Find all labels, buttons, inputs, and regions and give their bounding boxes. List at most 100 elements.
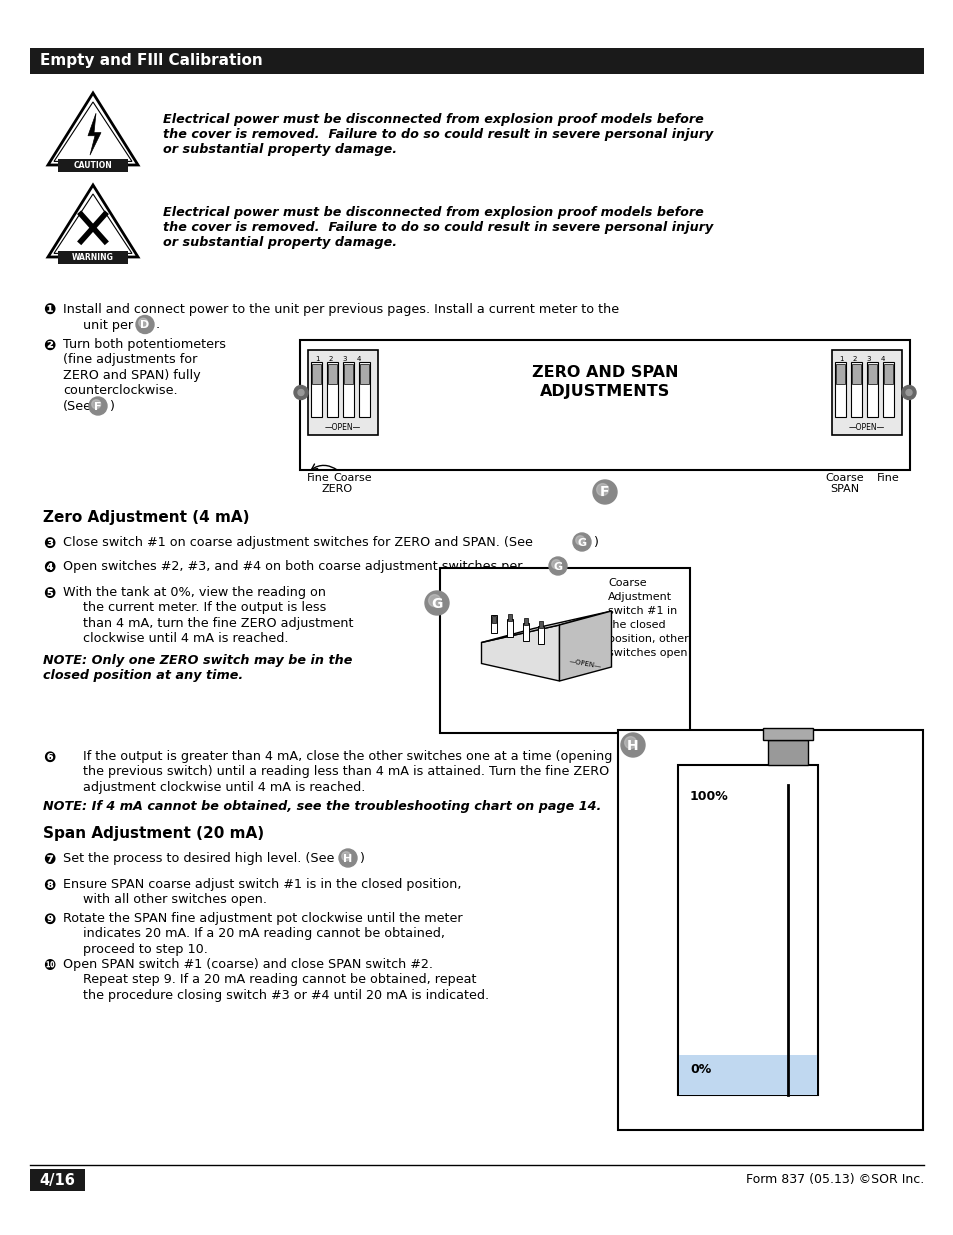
Text: Span Adjustment (20 mA): Span Adjustment (20 mA) [43, 826, 264, 841]
Text: the current meter. If the output is less: the current meter. If the output is less [83, 601, 326, 615]
Text: Close switch #1 on coarse adjustment switches for ZERO and SPAN. (See: Close switch #1 on coarse adjustment swi… [63, 536, 533, 550]
Circle shape [297, 389, 304, 395]
Text: 0%: 0% [689, 1063, 711, 1076]
Text: D: D [140, 320, 150, 330]
Text: Electrical power must be disconnected from explosion proof models before: Electrical power must be disconnected fr… [163, 112, 703, 126]
Text: 4: 4 [880, 356, 884, 362]
FancyBboxPatch shape [312, 364, 320, 384]
FancyBboxPatch shape [327, 362, 337, 417]
Text: Repeat step 9. If a 20 mA reading cannot be obtained, repeat: Repeat step 9. If a 20 mA reading cannot… [83, 973, 476, 987]
FancyBboxPatch shape [883, 364, 892, 384]
Text: than 4 mA, turn the fine ZERO adjustment: than 4 mA, turn the fine ZERO adjustment [83, 618, 354, 630]
Circle shape [89, 396, 107, 415]
Text: Coarse: Coarse [825, 473, 863, 483]
Text: 100%: 100% [689, 790, 728, 803]
Circle shape [575, 536, 584, 545]
Text: ): ) [109, 400, 113, 412]
Polygon shape [537, 626, 544, 645]
FancyBboxPatch shape [30, 48, 923, 74]
Circle shape [138, 319, 148, 327]
Text: Ensure SPAN coarse adjust switch #1 is in the closed position,: Ensure SPAN coarse adjust switch #1 is i… [63, 878, 461, 890]
Text: Fine: Fine [876, 473, 899, 483]
Text: ❹: ❹ [43, 559, 55, 576]
Text: ❶: ❶ [43, 303, 55, 317]
Text: ): ) [593, 536, 598, 550]
FancyBboxPatch shape [831, 350, 901, 435]
FancyBboxPatch shape [767, 740, 807, 764]
Circle shape [624, 736, 636, 748]
Text: or substantial property damage.: or substantial property damage. [163, 236, 396, 249]
Text: (fine adjustments for: (fine adjustments for [63, 353, 197, 367]
Text: clockwise until 4 mA is reached.: clockwise until 4 mA is reached. [83, 632, 288, 646]
Text: —OPEN—: —OPEN— [325, 422, 361, 431]
Polygon shape [508, 614, 512, 621]
Text: Coarse: Coarse [334, 473, 372, 483]
Text: proceed to step 10.: proceed to step 10. [83, 944, 208, 956]
Circle shape [341, 852, 351, 861]
Text: 2: 2 [329, 356, 333, 362]
Text: unit per: unit per [83, 319, 133, 331]
Text: NOTE: If 4 mA cannot be obtained, see the troubleshooting chart on page 14.: NOTE: If 4 mA cannot be obtained, see th… [43, 800, 600, 813]
Text: ❻: ❻ [43, 750, 55, 764]
Circle shape [593, 480, 617, 504]
Text: Form 837 (05.13) ©SOR Inc.: Form 837 (05.13) ©SOR Inc. [745, 1173, 923, 1187]
Circle shape [596, 484, 608, 495]
FancyBboxPatch shape [882, 362, 893, 417]
Text: the procedure closing switch #3 or #4 until 20 mA is indicated.: the procedure closing switch #3 or #4 un… [83, 989, 489, 1002]
Polygon shape [491, 615, 497, 634]
Text: 2: 2 [852, 356, 857, 362]
Circle shape [136, 315, 153, 333]
FancyBboxPatch shape [867, 364, 876, 384]
FancyBboxPatch shape [344, 364, 353, 384]
FancyBboxPatch shape [866, 362, 877, 417]
Polygon shape [523, 618, 527, 625]
Text: 3: 3 [342, 356, 347, 362]
Polygon shape [492, 615, 496, 622]
Text: F: F [599, 485, 609, 499]
Circle shape [901, 385, 915, 399]
FancyBboxPatch shape [678, 764, 817, 1095]
Text: adjustment clockwise until 4 mA is reached.: adjustment clockwise until 4 mA is reach… [83, 781, 365, 794]
Text: indicates 20 mA. If a 20 mA reading cannot be obtained,: indicates 20 mA. If a 20 mA reading cann… [83, 927, 444, 941]
FancyBboxPatch shape [308, 350, 377, 435]
Polygon shape [48, 185, 138, 257]
Polygon shape [88, 114, 101, 156]
Text: .: . [568, 559, 573, 573]
Polygon shape [538, 621, 542, 629]
FancyBboxPatch shape [851, 364, 861, 384]
Text: Set the process to desired high level. (See: Set the process to desired high level. (… [63, 852, 334, 864]
Text: Install and connect power to the unit per previous pages. Install a current mete: Install and connect power to the unit pe… [63, 303, 618, 316]
Text: the previous switch) until a reading less than 4 mA is attained. Turn the fine Z: the previous switch) until a reading les… [83, 766, 609, 778]
FancyBboxPatch shape [58, 251, 128, 263]
Text: With the tank at 0%, view the reading on: With the tank at 0%, view the reading on [63, 585, 326, 599]
Text: F: F [94, 401, 102, 411]
Text: ZERO and SPAN) fully: ZERO and SPAN) fully [63, 369, 200, 382]
Circle shape [428, 594, 440, 606]
Circle shape [424, 592, 449, 615]
Text: CAUTION: CAUTION [73, 161, 112, 169]
FancyBboxPatch shape [343, 362, 354, 417]
Text: —OPEN—: —OPEN— [848, 422, 884, 431]
Text: .: . [156, 319, 160, 331]
Text: ❾: ❾ [43, 911, 55, 927]
FancyBboxPatch shape [299, 340, 909, 471]
Polygon shape [558, 611, 611, 680]
Text: WARNING: WARNING [72, 252, 113, 262]
Text: ZERO: ZERO [321, 484, 353, 494]
Text: ❼: ❼ [43, 852, 55, 867]
FancyBboxPatch shape [311, 362, 322, 417]
Text: NOTE: Only one ZERO switch may be in the: NOTE: Only one ZERO switch may be in the [43, 655, 352, 667]
Text: closed position at any time.: closed position at any time. [43, 669, 243, 683]
Text: 1: 1 [314, 356, 319, 362]
Text: 4/16: 4/16 [39, 1172, 75, 1188]
Polygon shape [522, 622, 528, 641]
Text: 4: 4 [356, 356, 361, 362]
Circle shape [548, 557, 566, 576]
Text: ❺: ❺ [43, 585, 55, 601]
Circle shape [91, 400, 101, 409]
Text: ): ) [358, 852, 363, 864]
Text: 1: 1 [838, 356, 842, 362]
FancyBboxPatch shape [618, 730, 923, 1130]
Text: Turn both potentiometers: Turn both potentiometers [63, 338, 226, 351]
Polygon shape [507, 619, 513, 637]
